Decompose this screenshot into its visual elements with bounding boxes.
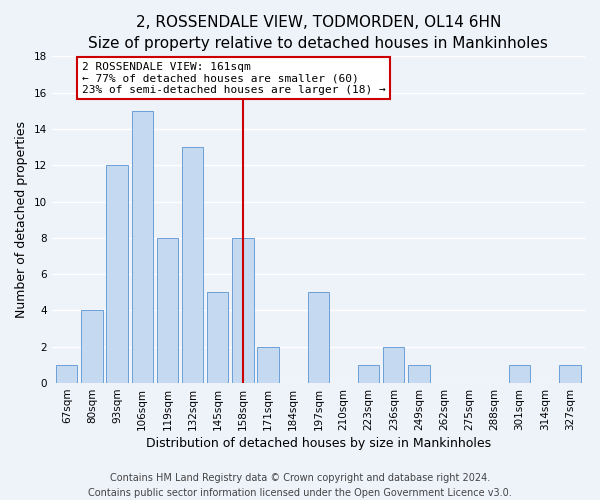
Bar bbox=[157, 238, 178, 383]
Text: 2 ROSSENDALE VIEW: 161sqm
← 77% of detached houses are smaller (60)
23% of semi-: 2 ROSSENDALE VIEW: 161sqm ← 77% of detac… bbox=[82, 62, 386, 95]
Bar bbox=[358, 365, 379, 383]
Bar bbox=[106, 165, 128, 383]
Bar bbox=[81, 310, 103, 383]
Bar bbox=[408, 365, 430, 383]
Bar bbox=[182, 147, 203, 383]
Bar bbox=[308, 292, 329, 383]
Bar bbox=[207, 292, 229, 383]
Bar bbox=[56, 365, 77, 383]
Title: 2, ROSSENDALE VIEW, TODMORDEN, OL14 6HN
Size of property relative to detached ho: 2, ROSSENDALE VIEW, TODMORDEN, OL14 6HN … bbox=[88, 15, 548, 51]
Bar bbox=[383, 347, 404, 383]
Text: Contains HM Land Registry data © Crown copyright and database right 2024.
Contai: Contains HM Land Registry data © Crown c… bbox=[88, 472, 512, 498]
Bar bbox=[509, 365, 530, 383]
Bar bbox=[131, 111, 153, 383]
Bar bbox=[559, 365, 581, 383]
Bar bbox=[257, 347, 279, 383]
X-axis label: Distribution of detached houses by size in Mankinholes: Distribution of detached houses by size … bbox=[146, 437, 491, 450]
Y-axis label: Number of detached properties: Number of detached properties bbox=[15, 121, 28, 318]
Bar bbox=[232, 238, 254, 383]
